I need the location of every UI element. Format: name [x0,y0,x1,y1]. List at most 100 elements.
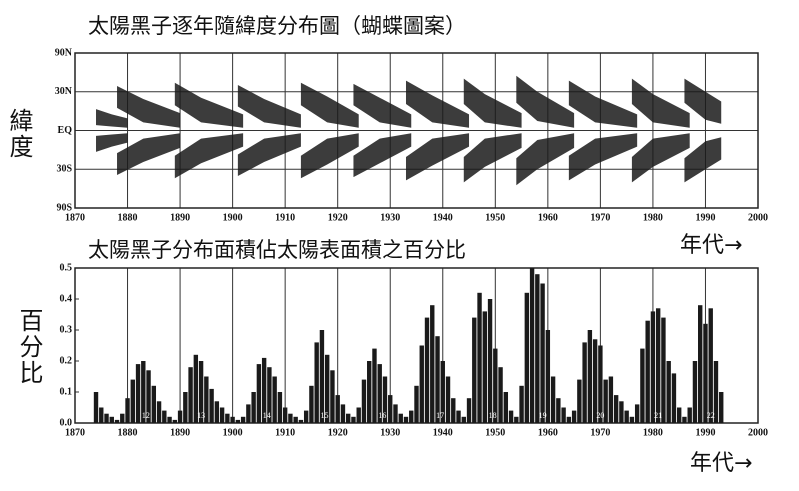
bar [177,410,183,423]
bar [188,367,193,423]
butterfly-wing [300,133,359,179]
bar [198,361,204,423]
bar [655,308,661,423]
butterfly-wing [237,133,301,177]
x-tick-label: 1940 [433,427,453,438]
bar [598,345,603,423]
bar [445,376,451,423]
butterfly-wing [463,133,522,183]
bar [430,305,435,423]
butterfly-wing [405,80,470,128]
bar [230,416,235,423]
bar [545,330,551,423]
bar [487,299,493,423]
x-tick-label: 1880 [118,427,138,438]
bar [682,416,687,423]
bar [309,385,314,423]
x-tick-label: 1930 [380,427,400,438]
bar [246,404,251,423]
x-tick-label: 1970 [590,212,610,223]
bar [335,395,340,423]
bar [619,401,624,423]
bar [104,413,109,423]
butterfly-wing [300,82,359,128]
bar [225,413,230,423]
bar [267,367,272,423]
x-tick-label: 2000 [748,427,768,438]
bar [382,376,388,423]
bar [135,364,141,423]
bar [713,361,719,423]
bar [676,407,682,423]
bar [235,419,241,423]
bar [629,416,635,423]
cycle-label: 20 [596,411,604,420]
bar [540,283,545,423]
bar [577,379,582,423]
cycle-label: 22 [707,411,715,420]
x-tick-label: 1980 [643,212,663,223]
bar [388,395,393,423]
x-tick-label: 1970 [590,427,610,438]
bar [424,317,430,423]
bar [503,392,509,423]
bar [346,413,351,423]
butterfly-wing [516,75,575,128]
chart-title: 太陽黑子逐年隨緯度分布圖（蝴蝶圖案） [88,14,466,38]
bar [219,407,225,423]
bar [167,416,172,423]
bar [130,379,135,423]
x-tick-label: 1910 [275,427,295,438]
butterfly-wing [117,133,181,175]
bar [571,410,577,423]
bar [193,354,199,423]
bar [277,392,283,423]
x-tick-label: 1910 [275,212,295,223]
bar [519,385,524,423]
x-tick-label: 1920 [328,427,348,438]
bar [435,336,440,423]
bar [393,404,398,423]
bar [671,373,677,423]
cycle-label: 12 [142,411,150,420]
bar [634,404,640,423]
x-tick-label: 1950 [485,212,505,223]
bar [340,404,346,423]
cycle-label: 17 [436,411,444,420]
butterfly-wing [631,133,690,183]
y-tick-label: 30N [55,86,73,97]
bar [409,410,414,423]
x-tick-label: 1870 [65,212,85,223]
bar [351,416,356,423]
x-tick-label: 1960 [538,212,558,223]
bar [661,317,666,423]
bar [687,407,692,423]
bar [214,401,220,423]
bar [356,407,361,423]
bar [172,419,178,423]
butterfly-wing [684,78,722,124]
butterfly-wing [96,109,128,128]
y-tick-label: 0.0 [60,417,73,428]
x-tick-label: 1870 [65,427,85,438]
x-tick-label: 1960 [538,427,558,438]
bar [209,388,214,423]
butterfly-wing [237,84,301,128]
butterfly-wing [568,80,638,128]
plot-frame [74,52,759,209]
bar [93,392,99,423]
bar [361,379,367,423]
bar [508,410,514,423]
bar [524,292,530,423]
bar [592,339,598,423]
bar [456,410,461,423]
chart-title: 太陽黑子分布面積佔太陽表面積之百分比 [88,238,466,262]
y-tick-label: 90S [56,202,72,213]
bar [703,323,708,423]
bar [556,398,561,423]
x-tick-label: 1950 [485,427,505,438]
butterfly-wing [684,137,722,183]
butterfly-wing [353,83,412,128]
x-tick-label: 2000 [748,212,768,223]
butterfly-wing [96,133,128,152]
